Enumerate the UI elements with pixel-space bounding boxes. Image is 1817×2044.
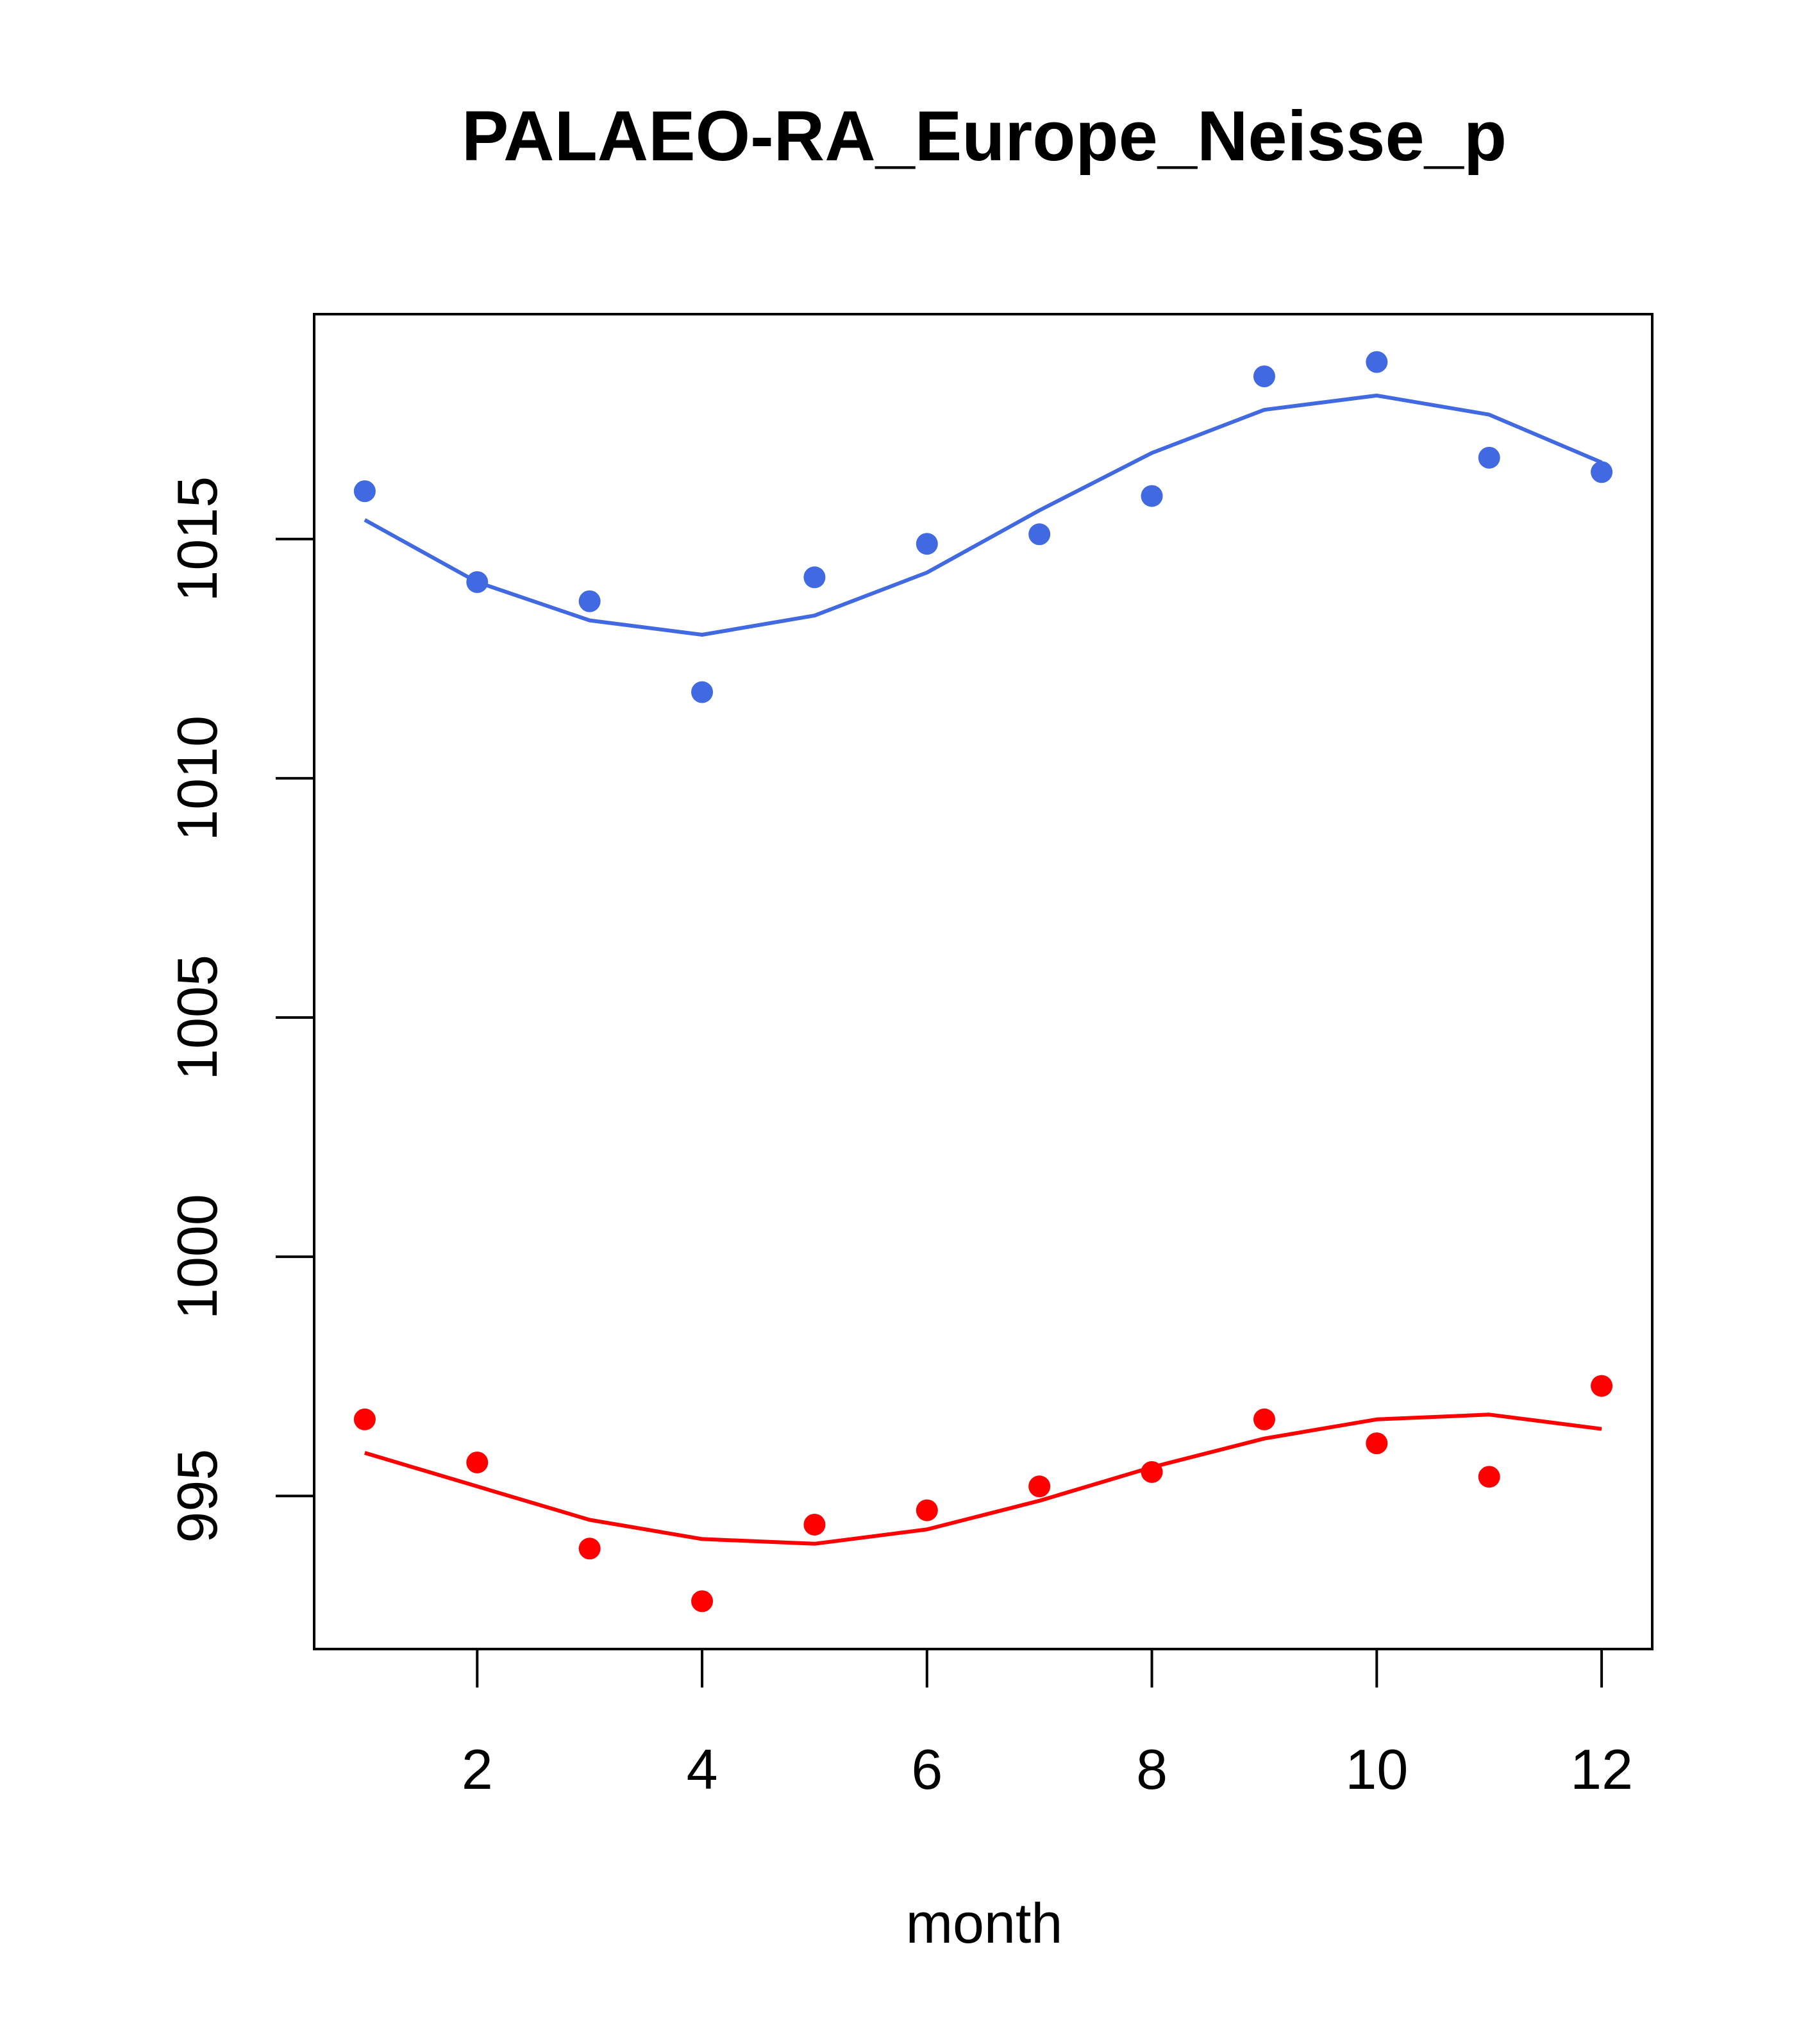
series-0-point (916, 533, 938, 555)
y-tick-label: 1000 (165, 1194, 229, 1319)
x-tick-label: 2 (462, 1738, 493, 1801)
series-0-point (1141, 485, 1163, 507)
series-0-point (803, 566, 826, 589)
y-tick-label: 1010 (165, 716, 229, 841)
series-0-point (466, 571, 489, 593)
y-tick-label: 995 (165, 1449, 229, 1543)
series-0-point (1366, 351, 1388, 373)
series-1-fit-line (364, 1412, 1602, 1546)
series-0-point (1478, 446, 1500, 469)
series-0-point (691, 681, 714, 703)
x-tick-label: 4 (687, 1738, 718, 1801)
series-1-point (578, 1537, 601, 1560)
y-tick-label: 1015 (165, 476, 229, 602)
series-1-point (1591, 1375, 1613, 1397)
series-1-point (1366, 1432, 1388, 1455)
x-tick-label: 12 (1570, 1738, 1633, 1801)
series-1-point (1141, 1461, 1163, 1483)
series-1-point (353, 1408, 376, 1430)
series-0 (353, 351, 1613, 703)
series-1 (353, 1375, 1613, 1613)
x-tick-label: 8 (1136, 1738, 1168, 1801)
series-1-point (691, 1590, 714, 1613)
x-axis: 2 4 6 8 10 12 (462, 1648, 1633, 1801)
series-1-point (466, 1451, 489, 1473)
series-1-point (1028, 1475, 1051, 1498)
chart-title: PALAEO-RA_Europe_Neisse_p (462, 97, 1507, 176)
series-0-point (1253, 365, 1275, 388)
x-tick-label: 10 (1345, 1738, 1408, 1801)
y-axis: 995 1000 1005 1010 1015 (165, 476, 315, 1543)
series-0-point (1028, 523, 1051, 546)
series-layer (353, 351, 1613, 1613)
series-0-point (1591, 461, 1613, 483)
series-1-point (1478, 1466, 1500, 1488)
series-0-point (353, 480, 376, 503)
plot-frame (313, 313, 1654, 1650)
series-1-point (916, 1499, 938, 1521)
series-1-point (803, 1513, 826, 1536)
series-0-point (578, 590, 601, 612)
series-1-point (1253, 1408, 1275, 1430)
y-tick-label: 1005 (165, 955, 229, 1080)
series-0-fit-line (364, 393, 1603, 637)
x-tick-label: 6 (911, 1738, 942, 1801)
x-axis-label: month (906, 1891, 1063, 1955)
